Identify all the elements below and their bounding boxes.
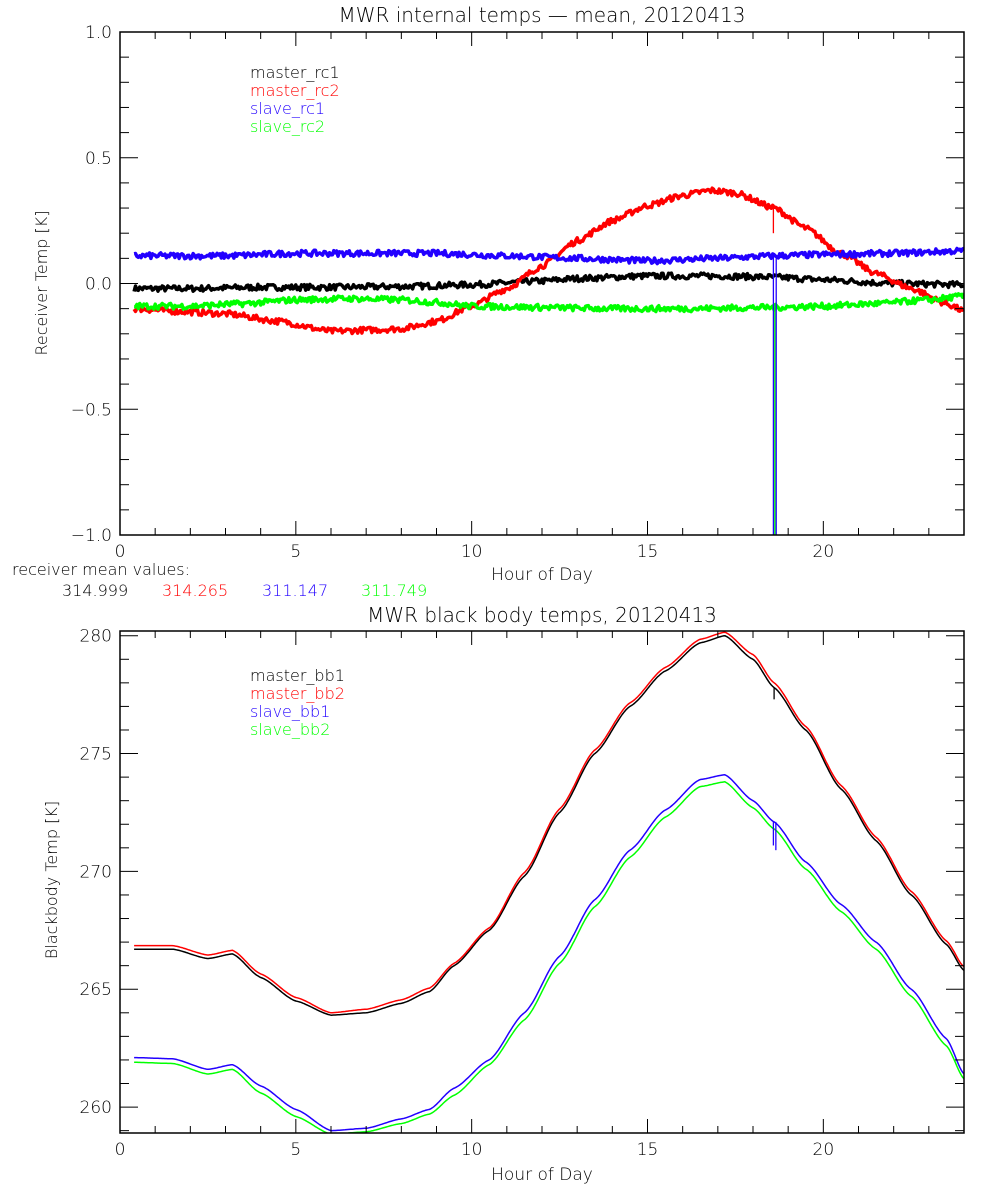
series-line-master_rc1 xyxy=(132,271,964,293)
receiver-temp-chart: MWR internal temps — mean, 20120413 Rece… xyxy=(32,3,965,585)
x-tick-label: 10 xyxy=(461,1140,483,1160)
x-tick-label: 5 xyxy=(290,542,301,562)
receiver-mean-label: receiver mean values: xyxy=(12,560,190,579)
chart-title: MWR internal temps — mean, 20120413 xyxy=(338,3,745,27)
series-line-slave_bb2 xyxy=(134,781,964,1133)
series-line-slave_bb1 xyxy=(134,774,964,1132)
receiver-mean-value: 311.147 xyxy=(262,581,328,600)
x-tick-label: 20 xyxy=(813,542,835,562)
x-tick-label: 0 xyxy=(115,542,126,562)
y-tick-label: 280 xyxy=(80,627,112,647)
axes: 0 5 10 15 20 −1.0 −0.5 0.0 0.5 1.0 xyxy=(71,23,965,562)
y-tick-label: 270 xyxy=(80,862,112,882)
series-group xyxy=(132,186,964,535)
receiver-mean-value: 314.265 xyxy=(162,581,228,600)
plot-frame xyxy=(119,630,965,1134)
receiver-mean-values: receiver mean values: 314.999 314.265 31… xyxy=(12,560,427,600)
series-line-master_rc2 xyxy=(132,186,964,336)
x-tick-label: 5 xyxy=(290,1140,301,1160)
series-group xyxy=(134,631,964,1133)
legend-entry-slave_rc2: slave_rc2 xyxy=(250,117,325,136)
y-tick-label: −0.5 xyxy=(71,400,112,420)
legend-entry-master_bb2: master_bb2 xyxy=(250,684,345,703)
x-tick-label: 15 xyxy=(637,542,659,562)
legend-entry-slave_rc1: slave_rc1 xyxy=(250,99,325,118)
y-tick-label: 1.0 xyxy=(85,23,112,43)
series-line-slave_rc2 xyxy=(133,292,964,314)
x-tick-label: 20 xyxy=(813,1140,835,1160)
legend-entry-slave_bb1: slave_bb1 xyxy=(250,702,330,721)
y-tick-label: 265 xyxy=(80,980,112,1000)
y-tick-label: −1.0 xyxy=(71,526,112,546)
receiver-mean-value: 314.999 xyxy=(62,581,128,600)
legend-entry-master_rc1: master_rc1 xyxy=(250,63,340,82)
x-axis-label: Hour of Day xyxy=(491,1165,593,1185)
y-tick-label: 260 xyxy=(80,1098,112,1118)
receiver-mean-value: 311.749 xyxy=(361,581,427,600)
chart-title: MWR black body temps, 20120413 xyxy=(367,603,717,627)
x-tick-label: 15 xyxy=(637,1140,659,1160)
legend-entry-slave_bb2: slave_bb2 xyxy=(250,720,330,739)
x-axis-label: Hour of Day xyxy=(491,565,593,585)
y-axis-label: Receiver Temp [K] xyxy=(32,210,51,355)
series-line-master_bb1 xyxy=(134,634,964,1016)
y-tick-label: 275 xyxy=(80,745,112,765)
axes: 0 5 10 15 20 260 265 270 275 280 xyxy=(80,627,965,1160)
y-tick-label: 0.5 xyxy=(85,149,112,169)
series-line-slave_rc1 xyxy=(133,246,964,266)
x-tick-label: 10 xyxy=(461,542,483,562)
x-tick-label: 0 xyxy=(115,1140,126,1160)
y-tick-label: 0.0 xyxy=(85,275,112,295)
series-line-master_bb2 xyxy=(134,631,964,1014)
y-axis-label: Blackbody Temp [K] xyxy=(42,801,61,959)
blackbody-temp-chart: MWR black body temps, 20120413 Blackbody… xyxy=(42,603,965,1185)
legend-entry-master_rc2: master_rc2 xyxy=(250,81,340,100)
legend-entry-master_bb1: master_bb1 xyxy=(250,666,345,685)
